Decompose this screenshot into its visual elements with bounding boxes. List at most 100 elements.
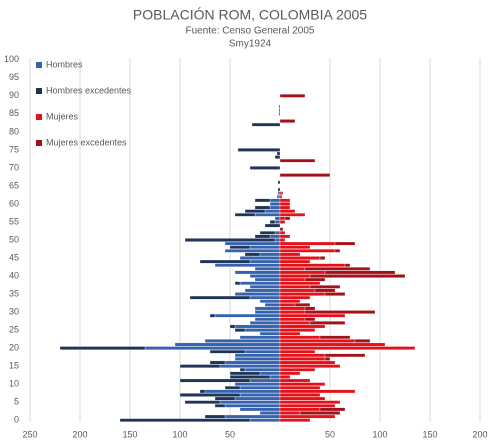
bar [279,213,306,217]
y-tick-label: 80 [9,126,19,136]
y-tick-label: 0 [14,415,19,425]
bar [269,205,281,210]
bar [279,267,306,271]
bar [244,367,281,372]
bar [279,393,321,397]
bar [239,335,281,340]
bar [274,238,281,242]
bar [209,313,216,318]
bar [354,339,371,343]
bar [279,335,321,340]
bar [179,393,241,397]
bar [269,202,281,206]
bar [184,400,221,404]
bar [304,267,371,271]
bar [279,202,291,206]
bar [279,299,301,304]
bar [174,342,281,347]
bar [224,249,281,253]
legend: Hombres Hombres excedentes Mujeres Mujeres … [36,59,132,147]
bar [279,259,311,264]
bar [237,148,281,152]
bar [244,288,281,293]
y-tick-label: 20 [9,342,19,352]
bar [324,292,346,296]
bar [279,382,326,386]
bar [279,274,311,278]
bar [279,364,341,368]
legend-swatch [36,88,42,94]
bar [279,263,346,267]
legend-label: Mujeres [46,111,79,121]
bar [284,216,291,221]
chart-author: Smy1924 [229,39,272,50]
bar [259,331,281,336]
x-tick-label: 50 [325,429,335,439]
bar [279,245,311,249]
bar [224,360,281,365]
legend-label: Hombres [46,59,83,69]
bar [309,285,341,289]
bar [309,274,406,278]
y-tick-label: 95 [9,72,19,82]
bar [244,252,261,257]
bar [279,270,326,275]
y-tick-label: 35 [9,288,19,298]
bar [324,353,366,358]
bar [259,411,281,415]
bar [309,321,346,325]
bar [278,108,281,113]
bar [279,313,346,318]
bar [279,396,326,401]
bar [277,191,281,195]
bar [229,371,261,376]
bar [279,216,286,221]
bar [279,209,296,213]
bar [279,353,326,358]
bar [219,364,281,368]
bar [119,418,251,422]
x-tick-label: 200 [472,429,487,439]
bar [259,252,281,257]
y-tick-label: 70 [9,162,19,172]
bar [219,400,281,404]
bar [344,263,351,267]
bar [254,306,281,311]
y-tick-label: 45 [9,252,19,262]
bar [279,310,306,314]
bar [279,227,284,231]
bar [279,288,316,293]
bar [279,371,301,376]
bar [254,277,281,282]
bar [279,303,296,307]
bar [279,411,301,415]
bar [279,342,386,347]
y-tick-label: 75 [9,144,19,154]
y-tick-label: 90 [9,90,19,100]
bar [279,252,301,257]
bar [204,339,281,343]
bar [249,321,281,325]
bar [279,321,311,325]
x-tick-label: 100 [372,429,387,439]
bar [279,385,321,390]
x-tick-label: 100 [172,429,187,439]
bar [279,357,326,361]
bar [279,407,321,412]
bar [204,389,281,394]
bar [249,245,281,249]
grid [29,58,481,422]
bar [254,205,271,210]
x-tick-label: 250 [22,429,37,439]
bar [279,389,356,394]
bar [279,295,311,300]
bar [254,317,281,322]
bar [251,122,281,127]
bar [299,411,341,415]
chart-title: POBLACIÓN ROM, COLOMBIA 2005 [133,7,367,23]
bar [324,357,331,361]
bar [239,407,281,412]
bar [239,281,281,286]
legend-swatch [36,140,42,146]
bar [279,241,336,246]
